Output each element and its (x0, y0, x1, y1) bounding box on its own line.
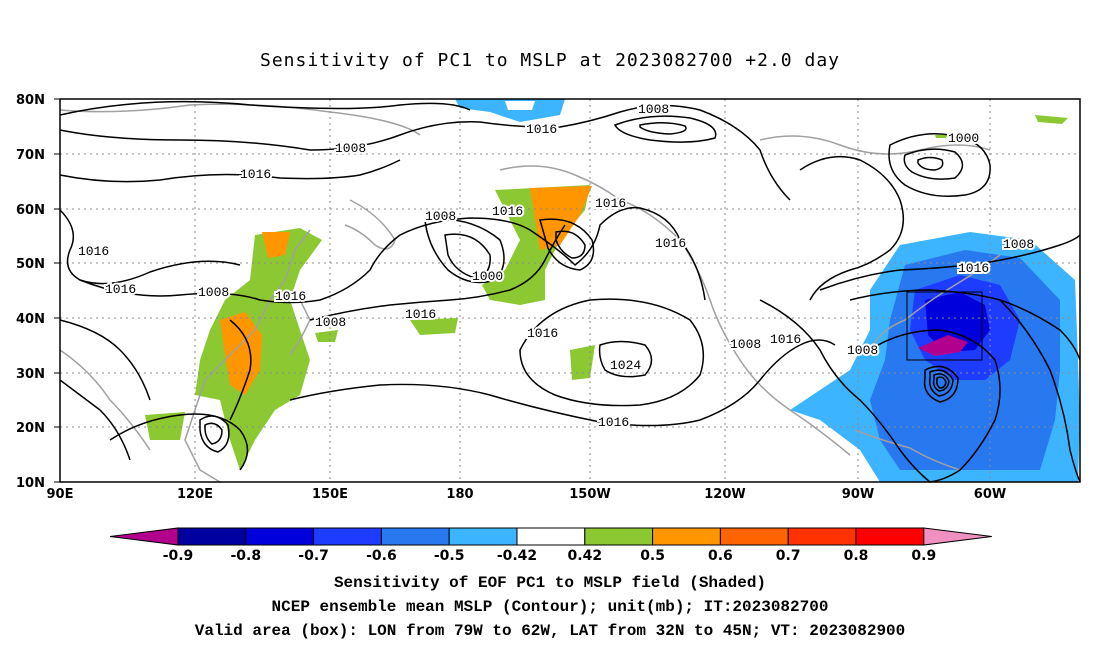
colorbar-tick-label: 0.9 (911, 548, 936, 564)
lon-tick-label: 150E (312, 487, 348, 502)
contour-label: 1016 (655, 236, 686, 251)
colorbar-tick-label: -0.7 (298, 548, 329, 564)
contour-label: 1016 (105, 282, 136, 297)
colorbar-swatch (448, 527, 518, 546)
contour-label: 1016 (240, 167, 271, 182)
colorbar-tick-label: 0.6 (708, 548, 733, 564)
contour-label: 1008 (335, 141, 366, 156)
lon-axis: 90E 120E 150E 180 150W 120W 90W 60W (47, 487, 1007, 502)
contour-label: 1008 (198, 285, 229, 300)
contour-label: 1016 (275, 289, 306, 304)
colorbar-tick-label: 0.7 (776, 548, 801, 564)
colorbar-swatch (787, 527, 857, 546)
contour-label: 1016 (598, 415, 629, 430)
colorbar-tick-label: -0.9 (163, 548, 194, 564)
shade-nep-green (315, 330, 338, 342)
colorbar-tick-label: 0.5 (640, 548, 665, 564)
map-plot-area: 1008 1016 1008 1000 1016 1008 1016 1016 … (59, 98, 1081, 483)
lat-tick-label: 50N (16, 257, 45, 272)
colorbar-swatch (177, 527, 247, 546)
colorbar: -0.9 -0.8 -0.7 -0.6 -0.5 -0.42 0.42 0.5 0.6 0.7 0.… (109, 527, 992, 564)
lat-tick-label: 10N (16, 476, 45, 491)
colorbar-arrow-right (923, 527, 992, 546)
colorbar-swatch (313, 527, 382, 546)
lat-tick-label: 30N (16, 367, 45, 382)
colorbar-tick-label: 0.8 (844, 548, 869, 564)
mslp-contours (59, 100, 1081, 483)
lon-tick-label: 60W (974, 487, 1006, 502)
lon-tick-label: 90E (47, 487, 74, 502)
colorbar-swatch (719, 527, 789, 546)
contour-label: 1024 (610, 358, 641, 373)
contour-label: 1016 (958, 261, 989, 276)
contour-label: 1008 (847, 343, 878, 358)
contour-label: 1008 (425, 209, 456, 224)
contour-label: 1016 (405, 307, 436, 322)
contour-label: 1016 (770, 332, 801, 347)
contour-label: 1000 (948, 131, 979, 146)
colorbar-tick-label: -0.42 (497, 548, 537, 564)
colorbar-swatch (652, 527, 721, 546)
lon-tick-label: 150W (569, 487, 610, 502)
chart-title: Sensitivity of PC1 to MSLP at 2023082700… (259, 50, 840, 71)
colorbar-swatch (584, 527, 654, 546)
shade-atl-magenta (918, 335, 968, 356)
contour-label: 1016 (527, 326, 558, 341)
contour-label: 1008 (730, 337, 761, 352)
colorbar-swatch (855, 527, 925, 546)
caption-line-2: NCEP ensemble mean MSLP (Contour); unit(… (271, 598, 829, 616)
lat-tick-label: 80N (16, 93, 45, 108)
lon-tick-label: 120E (177, 487, 213, 502)
contour-label: 1008 (1003, 237, 1034, 252)
lat-tick-label: 20N (16, 421, 45, 436)
colorbar-swatch (380, 527, 450, 546)
caption-line-3: Valid area (box): LON from 79W to 62W, L… (194, 622, 906, 640)
shade-wpac-orange2 (262, 232, 290, 258)
contour-label: 1008 (638, 102, 669, 117)
shade-cpac-orange (530, 186, 592, 250)
shade-arctic-white (505, 101, 535, 110)
contour-label: 1016 (526, 122, 557, 137)
lon-tick-label: 90W (842, 487, 874, 502)
colorbar-tick-label: -0.8 (230, 548, 261, 564)
lat-axis: 80N 70N 60N 50N 40N 30N 20N 10N (16, 93, 60, 491)
colorbar-swatch (516, 527, 586, 546)
caption-line-1: Sensitivity of EOF PC1 to MSLP field (Sh… (333, 574, 767, 592)
contour-labels: 1008 1016 1008 1000 1016 1008 1016 1016 … (76, 100, 1036, 432)
shade-atl-green2 (1035, 115, 1068, 124)
contour-label: 1016 (595, 196, 626, 211)
lat-tick-label: 60N (16, 203, 45, 218)
shade-scs-green (145, 412, 185, 440)
lat-tick-label: 40N (16, 312, 45, 327)
shade-mid-green (410, 318, 458, 335)
colorbar-tick-label: -0.6 (366, 548, 397, 564)
contour-label: 1000 (472, 269, 503, 284)
contour-label: 1008 (315, 315, 346, 330)
colorbar-swatch (245, 527, 315, 546)
lon-tick-label: 180 (446, 487, 473, 502)
contour-label: 1016 (492, 204, 523, 219)
colorbar-arrow-left (109, 527, 179, 546)
lat-tick-label: 70N (16, 148, 45, 163)
shade-atl-navy (925, 292, 990, 352)
valid-area-box (906, 291, 983, 361)
shade-sub-green (570, 345, 595, 380)
contour-label: 1016 (78, 244, 109, 259)
colorbar-tick-label: -0.5 (434, 548, 465, 564)
shade-arctic-blue (455, 99, 565, 122)
colorbar-tick-label: 0.42 (568, 548, 603, 564)
lon-tick-label: 120W (704, 487, 745, 502)
